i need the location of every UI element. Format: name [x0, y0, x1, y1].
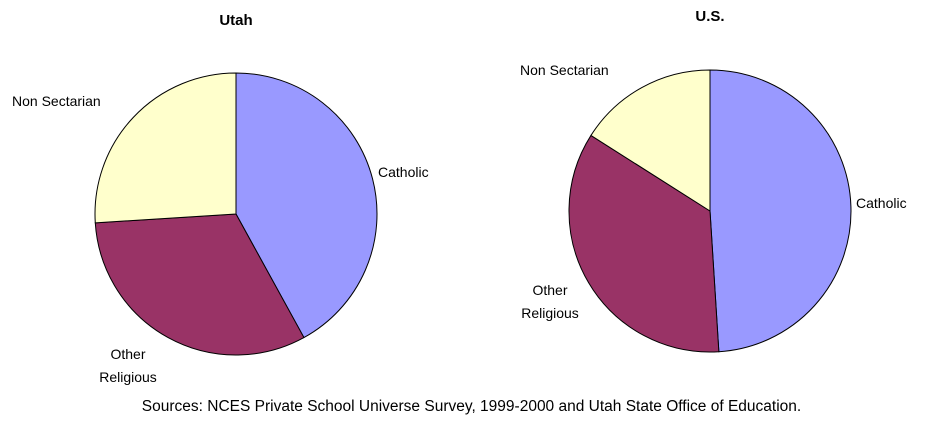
pie-slice [94, 72, 237, 224]
chart-title: U.S. [695, 8, 725, 25]
slice-label: Catholic [856, 195, 907, 211]
slice-label: Catholic [378, 164, 429, 180]
slice-label: Non Sectarian [12, 93, 101, 109]
pie-slice [590, 69, 711, 212]
slice-label: Other Religious [99, 346, 157, 385]
slice-label: Non Sectarian [520, 62, 609, 78]
pie-slice [235, 72, 378, 339]
chart-title: Utah [219, 12, 253, 29]
pie-slice [94, 213, 305, 356]
source-note: Sources: NCES Private School Universe Su… [141, 398, 802, 415]
slice-label: Other Religious [521, 282, 579, 321]
pie-slice [709, 69, 852, 353]
pie-slice [568, 134, 720, 353]
